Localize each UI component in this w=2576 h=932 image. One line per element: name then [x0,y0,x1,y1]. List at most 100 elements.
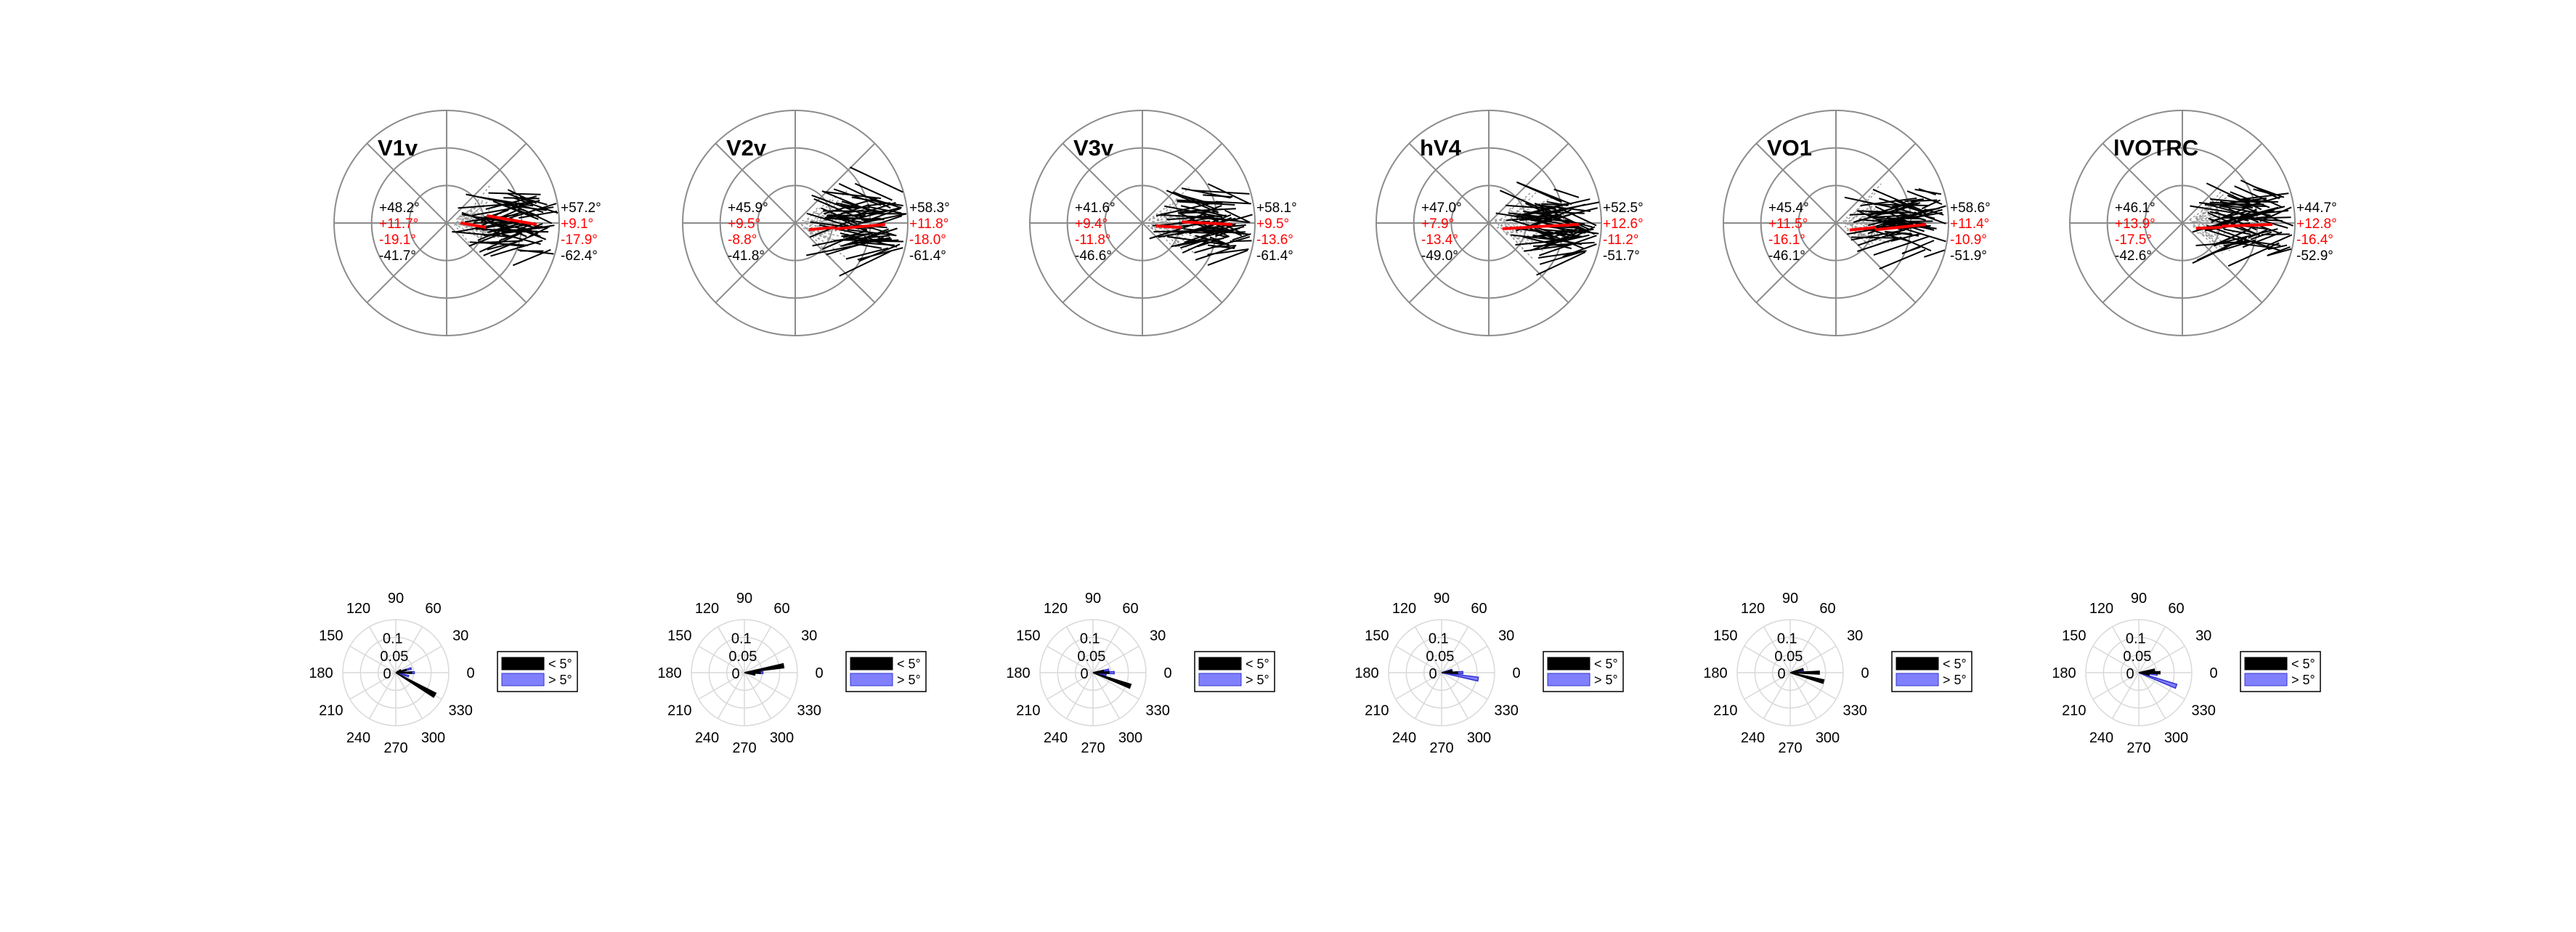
ecc-vector [826,214,866,217]
ecc-vector [1197,235,1229,248]
scatter-vector [811,197,834,216]
small-ecc-bars [744,662,785,676]
ecc-vector [2195,240,2256,246]
radial-label: 0.05 [1426,649,1454,665]
ecc-vector [1537,230,1580,237]
scatter-vector [2201,215,2218,222]
legend-swatch-small [2244,657,2288,670]
scatter-vector [1161,210,1183,214]
stat-upper-inner: +11.7° [379,216,418,232]
ecc-vector [1535,203,1591,212]
stat-right-lower-inner: -13.6° [1256,232,1293,248]
small-ecc-bars [1789,668,1825,684]
ecc-vector [1174,238,1212,247]
ecc-vector [869,236,891,243]
ecc-vector [487,241,516,251]
panel-title: V3v [1073,135,1114,161]
stat-upper-outer: +46.1° [2115,200,2156,216]
ecc-vector [1177,211,1230,238]
ecc-vector [1155,202,1215,217]
panel-title: hV4 [1420,135,1462,161]
ecc-vector [854,182,893,201]
mean-arrow [1875,223,1927,232]
rose-panel-5: 030609012015018021024027030033000.050.1<… [1703,591,1972,756]
angle-label: 270 [732,740,756,756]
angle-label: 60 [1471,601,1487,617]
ecc-vector [1508,212,1556,219]
angle-label: 60 [1122,601,1138,617]
small-ecc-bar [1441,669,1453,673]
stat-right-upper-inner: +9.1° [561,216,593,232]
angle-label: 150 [2062,628,2086,644]
mean-vectors [1502,223,1580,230]
ecc-vector [1850,229,1905,241]
angle-label: 240 [695,730,719,746]
small-ecc-bar [1092,671,1110,674]
stat-upper-inner: +9.4° [1075,216,1108,232]
ecc-vectors [452,189,558,267]
angle-label: 0 [466,665,474,681]
ecc-vector [1230,240,1252,243]
stat-right-lower-inner: -11.2° [1603,232,1639,248]
angle-label: 60 [1819,601,1835,617]
ecc-vector [512,248,551,267]
angle-label: 60 [2168,601,2184,617]
radial-label: 0.05 [2123,649,2151,665]
ecc-vector [1885,205,1907,214]
stat-right-upper-inner: +11.8° [909,216,948,232]
stat-right-lower-outer: -52.9° [2296,248,2333,264]
mean-vectors [1849,223,1927,232]
scatter-vector [2195,217,2211,232]
ecc-vector [861,217,881,221]
radial-label: 0 [731,666,739,682]
legend-swatch-small [1198,657,1242,670]
legend: < 5° > 5° [1194,651,1275,692]
radial-label: 0.05 [1077,649,1105,665]
ecc-vector [1499,190,1553,214]
legend: < 5° > 5° [845,651,927,692]
angle-label: 0 [1512,665,1520,681]
angle-label: 210 [1365,703,1389,719]
mean-arrow [834,223,886,231]
ecc-vector [2253,188,2275,196]
small-ecc-bar [744,662,785,673]
angle-label: 330 [797,703,821,719]
radial-label: 0.1 [2126,631,2146,647]
scatter-vector [1504,225,1521,235]
ecc-vector [847,229,897,237]
ecc-vector [2238,236,2280,251]
mean-arrow [2195,226,2222,230]
mean-arrow [1502,226,1529,230]
scatter-vector [1160,227,1195,254]
ecc-vector [2210,198,2250,204]
small-ecc-bar [1092,669,1105,673]
stat-lower-inner: -17.5° [2115,232,2152,248]
scatter-vector [464,206,477,219]
ecc-vector [1903,227,1946,243]
stat-right-upper-outer: +58.1° [1256,200,1297,216]
angle-label: 0 [1861,665,1869,681]
stat-right-upper-outer: +44.7° [2296,200,2337,216]
ecc-vector [2192,236,2248,264]
ecc-vector [1173,191,1218,211]
stat-lower-outer: -41.7° [379,248,416,264]
ecc-vector [857,247,903,261]
ecc-vector [535,224,555,230]
ecc-vector [837,210,885,219]
scatter-vector [810,232,846,258]
angle-label: 240 [1741,730,1765,746]
angle-label: 150 [667,628,691,644]
scatter-vector [2205,234,2222,248]
ecc-vector [1904,198,1924,203]
ecc-vector [1857,226,1912,246]
scatter-vector [1498,212,1527,225]
scatter-vector [2203,206,2222,215]
polar-panel-v2v: V2v +45.9°+9.5°-8.8°-41.8° +58.3°+11.8°-18… [682,110,950,336]
angle-label: 120 [695,601,719,617]
legend-label-large: > 5° [2291,673,2315,687]
ecc-vector [508,203,557,219]
legend-swatch-large [1547,673,1590,686]
ecc-vector [845,247,889,260]
stat-right-upper-inner: +12.8° [2296,216,2337,232]
scatter-vector [805,218,821,230]
